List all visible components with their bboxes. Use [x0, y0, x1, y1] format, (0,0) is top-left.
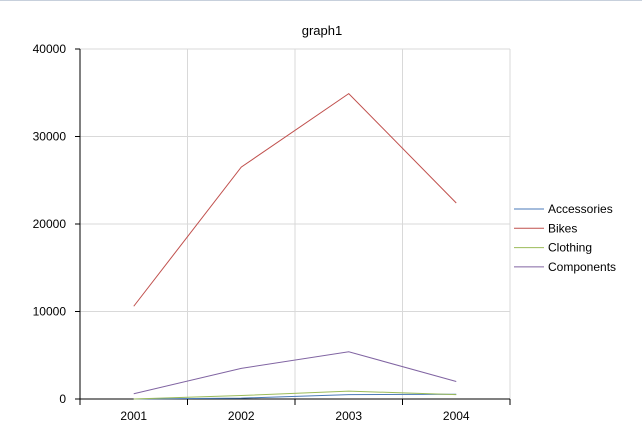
gridlines [80, 48, 511, 399]
y-tick-label: 20000 [33, 217, 67, 231]
legend: Accessories Bikes Clothing Components [514, 202, 616, 274]
x-tick-label: 2003 [335, 409, 362, 423]
series-line-accessories [133, 393, 457, 400]
chart-title: graph1 [302, 23, 342, 38]
y-tick-label: 40000 [33, 42, 67, 56]
axes: 0 10000 20000 30000 40000 2001 2002 2003 2004 [33, 42, 511, 423]
y-tick-label: 0 [59, 392, 66, 406]
series-line-bikes [133, 92, 457, 307]
series-line-components [133, 351, 457, 395]
window-top-border [0, 0, 642, 1]
series-lines [133, 92, 457, 400]
y-tick-label: 10000 [33, 305, 67, 319]
legend-label-bikes: Bikes [548, 221, 577, 235]
legend-label-clothing: Clothing [548, 241, 592, 255]
series-line-clothing [133, 390, 457, 400]
y-tick-label: 30000 [33, 130, 67, 144]
x-tick-label: 2004 [443, 409, 470, 423]
legend-label-accessories: Accessories [548, 202, 613, 216]
x-tick-label: 2002 [228, 409, 255, 423]
x-tick-label: 2001 [120, 409, 147, 423]
legend-label-components: Components [548, 260, 616, 274]
